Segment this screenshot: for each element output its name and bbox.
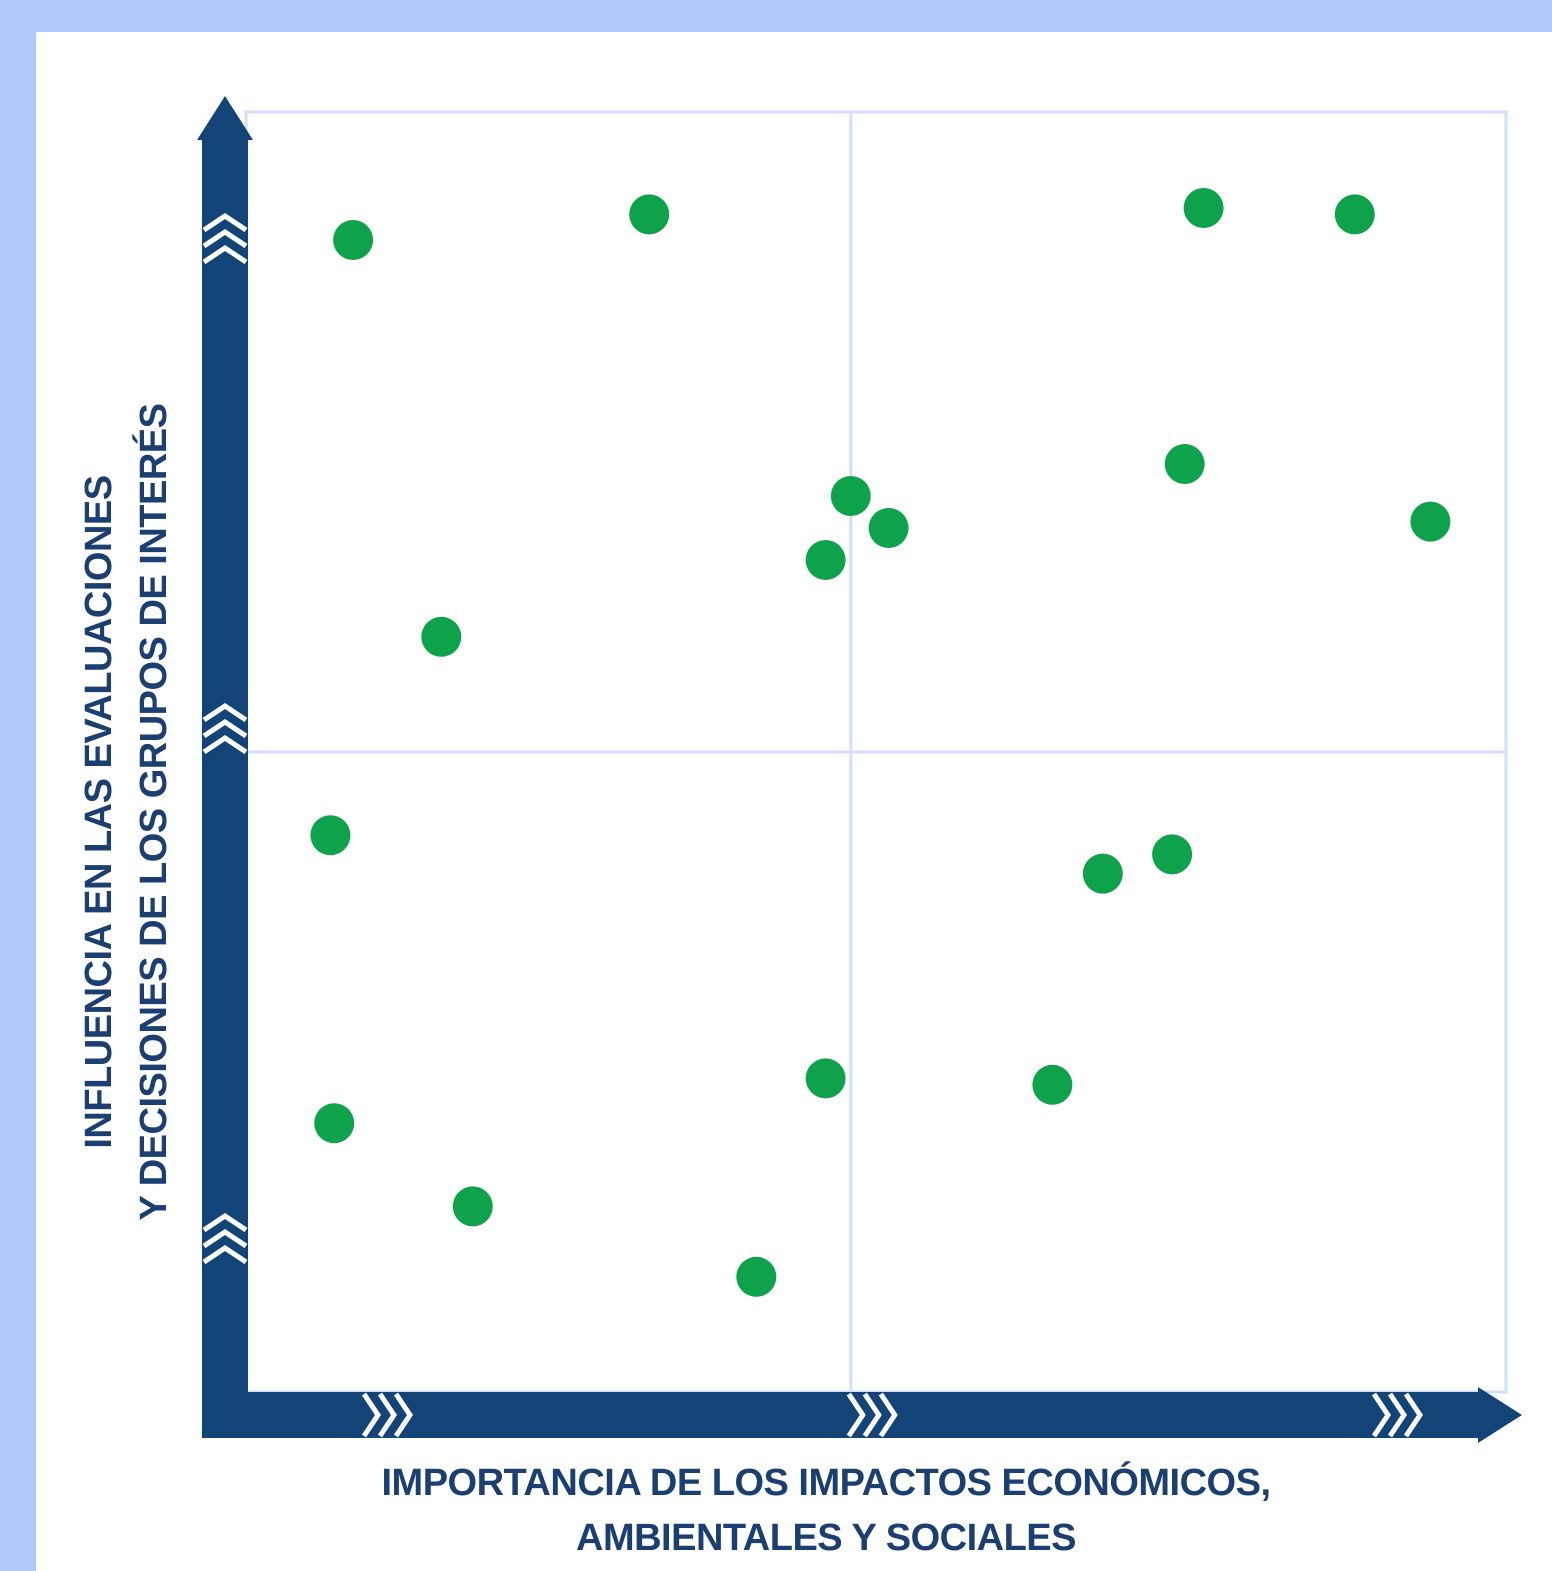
data-point xyxy=(830,476,871,516)
x-axis-chevron xyxy=(862,1392,882,1438)
data-point xyxy=(1082,853,1123,894)
data-point xyxy=(1183,188,1224,228)
axis-labels: IMPORTANCIA DE LOS IMPACTOS ECONÓMICOS, … xyxy=(78,404,1271,1559)
x-axis-chevron xyxy=(361,1392,382,1438)
data-point xyxy=(1152,834,1193,875)
x-axis-chevron xyxy=(846,1392,866,1438)
y-axis-chevron xyxy=(202,212,248,233)
x-axis-chevron xyxy=(1387,1392,1408,1438)
y-axis-chevron xyxy=(202,244,248,265)
x-axis-chevron xyxy=(1403,1392,1424,1438)
y-axis-chevron xyxy=(202,228,248,249)
data-point xyxy=(333,220,374,260)
data-point xyxy=(736,1256,777,1297)
data-point xyxy=(629,194,670,235)
data-point xyxy=(314,1103,355,1144)
y-axis-chevron xyxy=(202,1244,248,1265)
data-point xyxy=(1032,1064,1073,1105)
y-axis-chevron xyxy=(202,718,248,739)
axis-chevrons xyxy=(202,212,1424,1438)
data-point xyxy=(421,616,462,657)
y-axis-chevron xyxy=(202,702,248,723)
data-point xyxy=(1410,501,1451,542)
data-points xyxy=(310,188,1451,1297)
y-axis-bar xyxy=(202,132,248,1438)
data-point xyxy=(1164,444,1205,484)
x-axis-chevron xyxy=(393,1392,414,1438)
y-axis-chevron xyxy=(202,1228,248,1249)
chart-panel: IMPORTANCIA DE LOS IMPACTOS ECONÓMICOS, … xyxy=(36,32,1552,1571)
axes xyxy=(197,96,1522,1443)
y-axis-arrowhead-icon xyxy=(197,96,253,142)
data-point xyxy=(868,508,909,548)
x-axis-chevron xyxy=(878,1392,898,1438)
x-axis-arrowhead-icon xyxy=(1470,1387,1522,1443)
data-point xyxy=(1334,194,1375,235)
x-axis-bar xyxy=(202,1392,1486,1438)
data-point xyxy=(452,1186,493,1227)
x-axis-chevron xyxy=(1371,1392,1392,1438)
x-axis-label-line-1: IMPORTANCIA DE LOS IMPACTOS ECONÓMICOS, xyxy=(381,1460,1270,1504)
y-axis-label-line-2: Y DECISIONES DE LOS GRUPOS DE INTERÉS xyxy=(131,404,175,1221)
grid-layer xyxy=(244,110,1508,1394)
materiality-matrix-chart: IMPORTANCIA DE LOS IMPACTOS ECONÓMICOS, … xyxy=(78,96,1522,1559)
data-point xyxy=(805,1058,846,1099)
y-axis-chevron xyxy=(202,1212,248,1233)
data-point xyxy=(310,815,351,856)
y-axis-chevron xyxy=(202,734,248,755)
y-axis-label-line-1: INFLUENCIA EN LAS EVALUACIONES xyxy=(78,475,120,1148)
data-point xyxy=(805,540,846,580)
x-axis-label-line-2: AMBIENTALES Y SOCIALES xyxy=(576,1517,1076,1559)
x-axis-chevron xyxy=(377,1392,398,1438)
